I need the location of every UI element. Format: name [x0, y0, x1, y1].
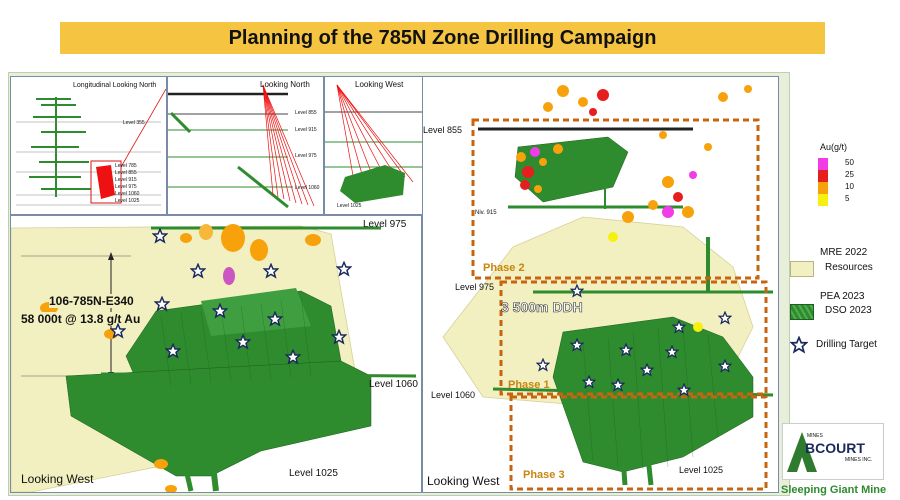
- au-25-swatch: [818, 170, 828, 182]
- drilling-target-star-icon: [110, 323, 126, 339]
- au-5-swatch: [818, 194, 828, 206]
- main-panel: Longitudinal Looking North Level 355 Lev…: [8, 72, 790, 496]
- legend: Au(g/t) 50 25 10 5 MRE 2022 Resources PE…: [789, 130, 900, 360]
- au-50-label: 50: [845, 158, 854, 167]
- thumb1-level: Level 915: [115, 177, 137, 183]
- thumb-longitudinal: Longitudinal Looking North Level 355 Lev…: [10, 76, 167, 215]
- thumb3-title: Looking West: [355, 80, 404, 89]
- drilling-target-star-icon: [536, 358, 550, 372]
- phase-2-label: Phase 2: [483, 262, 525, 274]
- hole-id-label: 106-785N-E340: [49, 294, 134, 308]
- phase-1-label: Phase 1: [508, 379, 550, 391]
- thumb2-level: Level 855: [295, 110, 317, 116]
- thumb1-level: Level 975: [115, 184, 137, 190]
- company-logo: MINES BCOURT MINES INC.: [782, 423, 884, 480]
- level-855-label: Level 855: [423, 125, 463, 135]
- drilling-target-star-icon: [152, 228, 168, 244]
- level-975-label: Level 975: [455, 282, 495, 292]
- level-1060-label: Level 1060: [369, 379, 418, 390]
- drilling-target-star-icon: [190, 263, 206, 279]
- drilling-target-star-icon: [789, 335, 809, 359]
- thumb2-level: Level 1060: [295, 185, 320, 191]
- au-50-swatch: [818, 158, 828, 170]
- drilling-target-star-icon: [718, 311, 732, 325]
- drilling-target-star-icon: [677, 383, 691, 397]
- niv-915-label: Niv. 915: [475, 210, 497, 216]
- longitudinal-schematic: [16, 88, 166, 206]
- view-direction-label: Looking West: [21, 472, 94, 486]
- level-975-label: Level 975: [363, 219, 407, 230]
- drilling-target-star-icon: [263, 263, 279, 279]
- drilling-target-star-icon: [165, 343, 181, 359]
- drilling-target-star-icon: [235, 334, 251, 350]
- drilling-target-star-icon: [619, 343, 633, 357]
- level-1060-label: Level 1060: [431, 390, 476, 400]
- thumb2-level: Level 975: [295, 153, 317, 159]
- left-section-view: Level 975 Level 1060 Level 1025 106-785N…: [10, 215, 422, 493]
- page-title: Planning of the 785N Zone Drilling Campa…: [60, 22, 825, 54]
- resources-label: Resources: [825, 262, 873, 273]
- thumb2-title: Looking North: [260, 80, 310, 89]
- drilling-target-star-icon: [570, 284, 584, 298]
- au-25-label: 25: [845, 170, 854, 179]
- drilling-target-label: Drilling Target: [816, 339, 877, 350]
- au-legend-title: Au(g/t): [820, 142, 848, 152]
- level-1025-label: Level 1025: [679, 465, 724, 475]
- drilling-target-star-icon: [212, 303, 228, 319]
- au-10-swatch: [818, 182, 828, 194]
- dso-label: DSO 2023: [825, 305, 872, 316]
- pea-title: PEA 2023: [820, 291, 865, 302]
- thumb-looking-north: Looking North Level 855 Level 915 Level …: [167, 76, 324, 215]
- drilling-target-star-icon: [718, 359, 732, 373]
- mine-name-footer: Sleeping Giant Mine: [781, 484, 887, 496]
- phase-3-label: Phase 3: [523, 469, 565, 481]
- drilling-target-star-icon: [331, 329, 347, 345]
- drilling-target-star-icon: [570, 338, 584, 352]
- mre-title: MRE 2022: [820, 247, 868, 258]
- ddh-meterage-label: 3 500m DDH: [501, 299, 583, 316]
- right-section-view: Level 855 Niv. 915 Level 975 Level 1060 …: [422, 76, 779, 493]
- north-section-schematic: [168, 84, 315, 209]
- logo-mines-inc: MINES INC.: [845, 457, 873, 463]
- drilling-target-star-icon: [154, 296, 170, 312]
- view-direction-label: Looking West: [427, 474, 500, 488]
- au-10-label: 10: [845, 182, 854, 191]
- drilling-target-star-icon: [611, 378, 625, 392]
- level-1025-label: Level 1025: [289, 468, 338, 479]
- drilling-target-star-icon: [336, 261, 352, 277]
- au-5-label: 5: [845, 194, 850, 203]
- dso-swatch: [790, 304, 814, 320]
- drilling-target-star-icon: [640, 363, 654, 377]
- drilling-target-star-icon: [665, 345, 679, 359]
- logo-mines-top: MINES: [807, 433, 823, 439]
- thumb1-level: Level 355: [123, 120, 145, 126]
- abcourt-mark-icon: [787, 432, 817, 472]
- left-section-drawing: [11, 224, 417, 492]
- thumb3-level: Level 1025: [337, 203, 362, 209]
- thumb1-level: Level 785: [115, 163, 137, 169]
- thumb-looking-west: Looking West Level 1025: [324, 76, 426, 215]
- drilling-target-star-icon: [582, 375, 596, 389]
- drilling-target-star-icon: [672, 320, 686, 334]
- logo-name: BCOURT: [805, 440, 865, 456]
- thumb1-title: Longitudinal Looking North: [73, 82, 157, 89]
- west-section-schematic: [325, 84, 425, 203]
- drilling-target-star-icon: [267, 311, 283, 327]
- resource-estimate-label: 58 000t @ 13.8 g/t Au: [21, 312, 141, 326]
- thumb1-level: Level 855: [115, 170, 137, 176]
- drilling-target-star-icon: [285, 349, 301, 365]
- thumb1-level: Level 1060: [115, 191, 140, 197]
- right-section-drawing: [442, 85, 774, 491]
- thumb1-level: Level 1025: [115, 198, 140, 204]
- resources-swatch: [790, 261, 814, 277]
- thumb2-level: Level 915: [295, 127, 317, 133]
